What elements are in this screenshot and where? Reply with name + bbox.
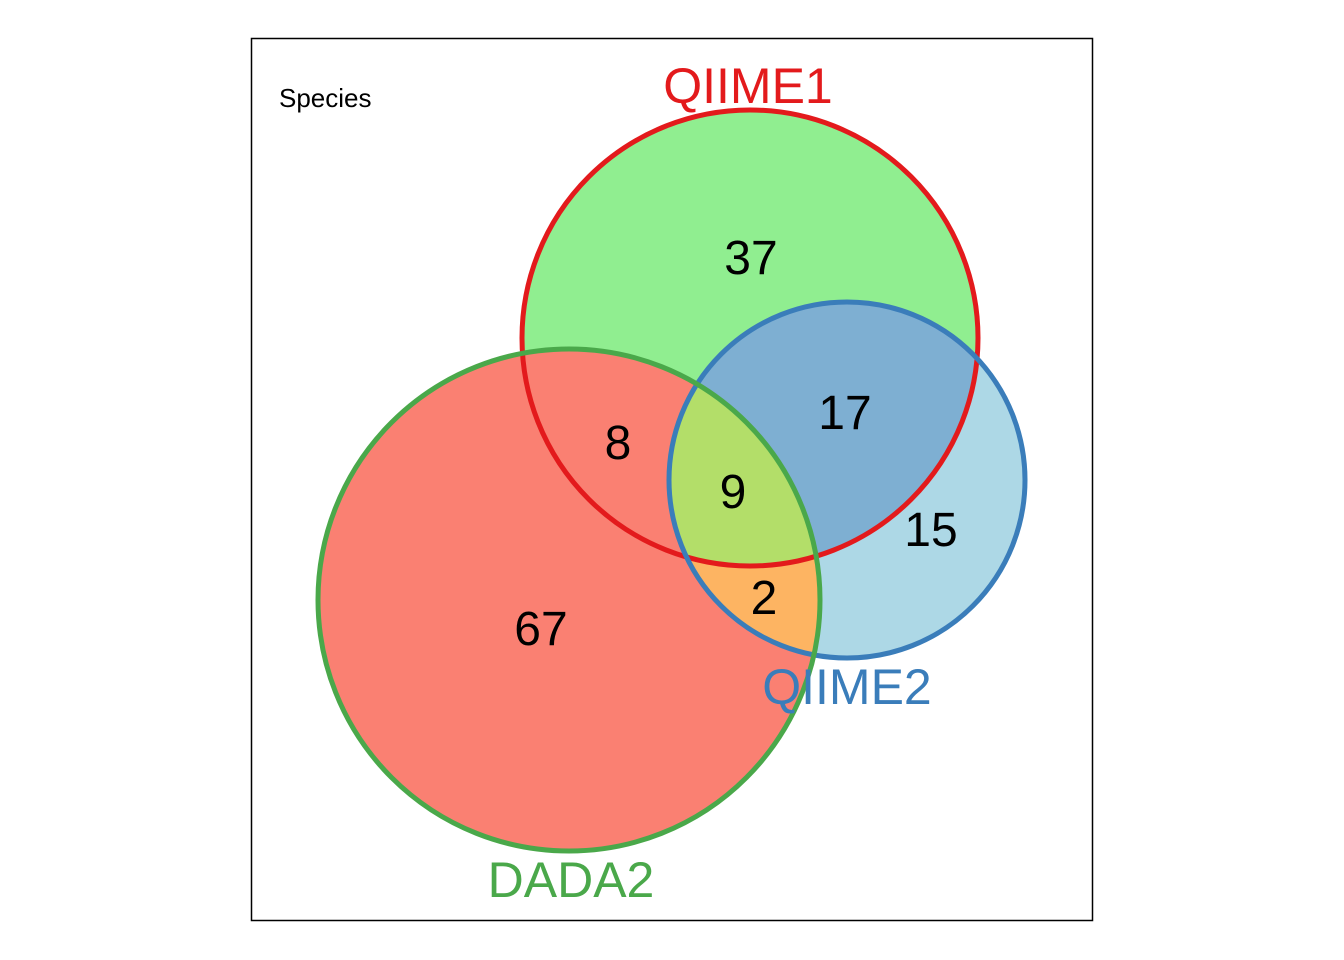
plot-frame: [250, 37, 1094, 922]
set-label-qiime2: QIIME2: [762, 659, 931, 715]
circle-outline-dada2: [315, 346, 823, 854]
count-qiime2-dada2: 2: [751, 572, 778, 625]
count-dada2-only: 67: [514, 603, 567, 656]
count-all-three: 9: [720, 466, 747, 519]
count-qiime1-dada2: 8: [605, 417, 632, 470]
count-qiime1-only: 37: [724, 232, 777, 285]
count-qiime1-qiime2: 17: [818, 387, 871, 440]
set-label-dada2: DADA2: [488, 852, 655, 908]
circle-outline-qiime1: [519, 107, 981, 569]
circle-outline-qiime2: [666, 299, 1028, 661]
region-all-three: [669, 349, 820, 566]
panel-title: Species: [279, 83, 372, 113]
count-qiime2-only: 15: [904, 504, 957, 557]
set-label-qiime1: QIIME1: [663, 58, 832, 114]
region-qiime1-qiime2: [669, 302, 978, 566]
